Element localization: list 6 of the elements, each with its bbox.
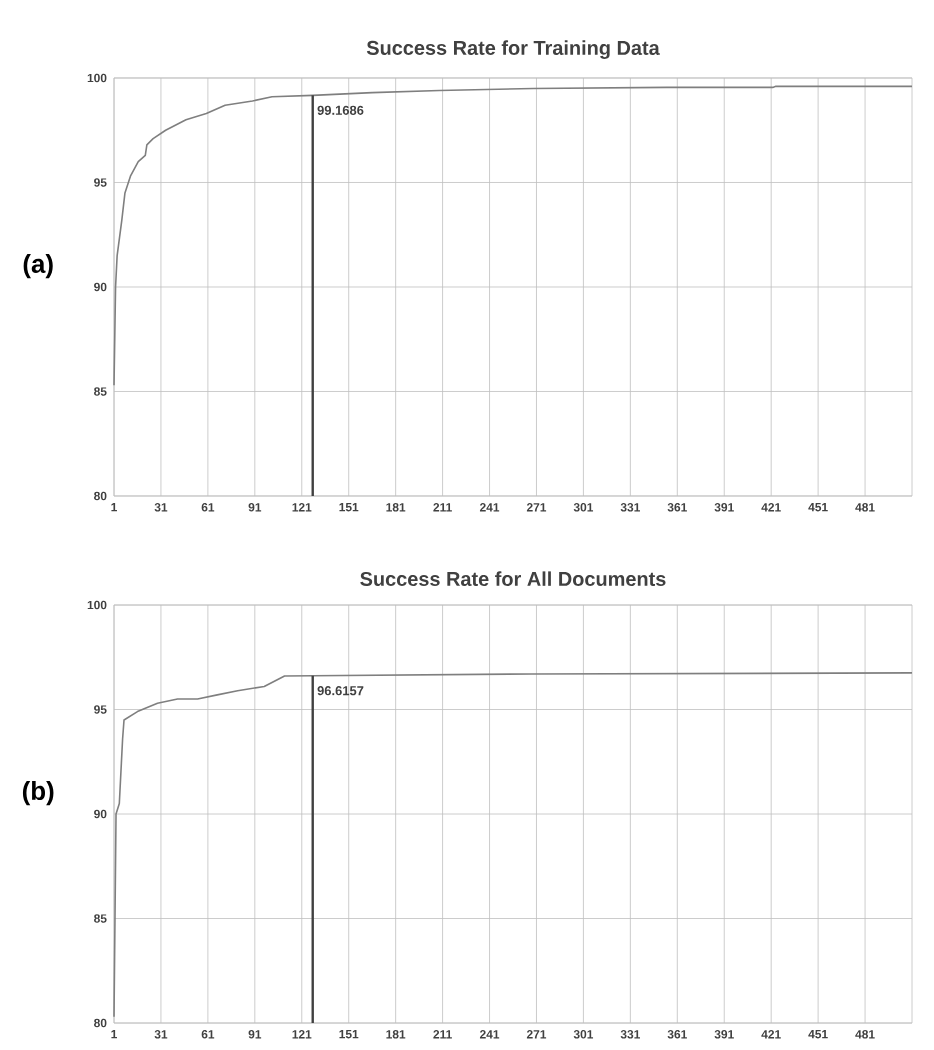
line-series	[113, 85, 913, 387]
chart-title: Success Rate for Training Data	[366, 40, 660, 59]
chart-title: Success Rate for All Documents	[360, 571, 666, 586]
text: (b)	[22, 781, 54, 806]
text: (a)	[23, 254, 53, 279]
line-series	[113, 672, 913, 1018]
